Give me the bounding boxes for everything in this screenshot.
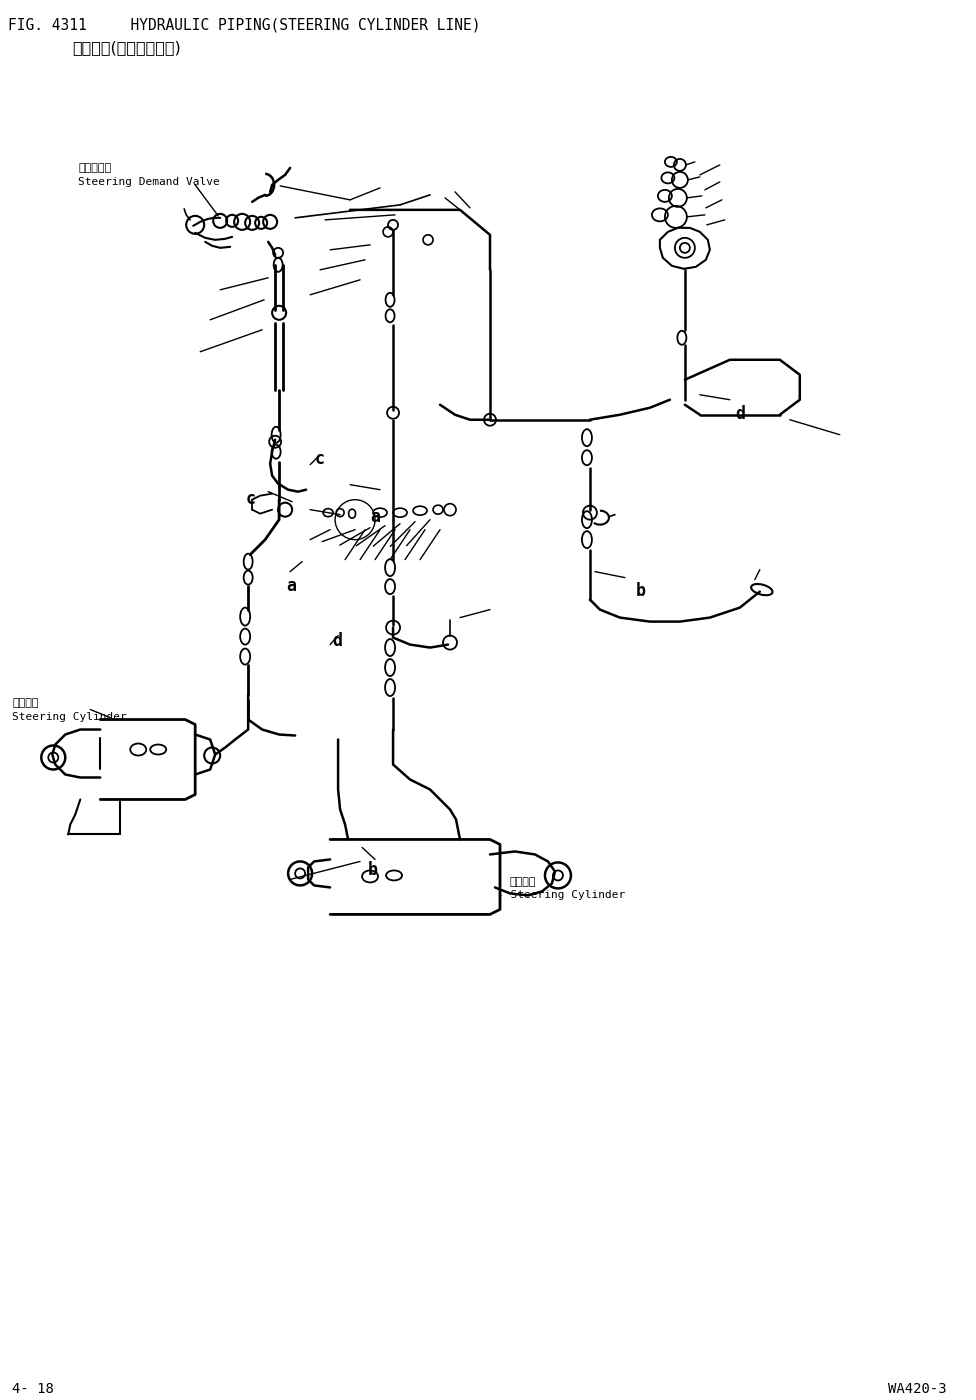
Text: a: a	[286, 577, 296, 595]
Text: WA420-3: WA420-3	[888, 1382, 947, 1396]
Text: a: a	[370, 508, 380, 525]
Text: b: b	[636, 581, 646, 599]
Text: c: c	[245, 490, 255, 508]
Text: d: d	[735, 405, 745, 423]
Text: Steering Demand Valve: Steering Demand Valve	[78, 176, 220, 186]
Text: FIG. 4311     HYDRAULIC PIPING(STEERING CYLINDER LINE): FIG. 4311 HYDRAULIC PIPING(STEERING CYLI…	[9, 18, 481, 34]
Text: - Steering Cylinder: - Steering Cylinder	[497, 890, 626, 900]
Text: 油压管路(转向油缸回路): 油压管路(转向油缸回路)	[72, 41, 181, 55]
Text: d: d	[332, 631, 343, 650]
Text: c: c	[315, 449, 325, 468]
Text: 4- 18: 4- 18	[13, 1382, 55, 1396]
Text: 转向油缸: 转向油缸	[510, 878, 537, 888]
Text: b: b	[368, 861, 378, 879]
Text: 转向油缸: 转向油缸	[13, 697, 39, 707]
Text: Steering Cylinder: Steering Cylinder	[13, 711, 127, 721]
Text: 转向需求阀: 转向需求阀	[78, 162, 111, 172]
